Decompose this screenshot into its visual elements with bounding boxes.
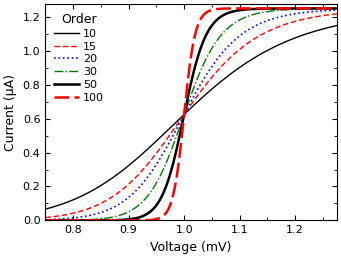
10 bbox=[233, 69, 237, 72]
50 bbox=[261, 7, 265, 10]
100 bbox=[233, 7, 237, 10]
Line: 20: 20 bbox=[45, 10, 337, 220]
15 bbox=[96, 203, 100, 206]
10 bbox=[218, 80, 222, 84]
Line: 100: 100 bbox=[45, 9, 337, 220]
30 bbox=[43, 219, 47, 222]
20 bbox=[218, 54, 222, 57]
20 bbox=[335, 9, 339, 12]
50 bbox=[218, 16, 222, 19]
100 bbox=[43, 219, 47, 222]
Line: 10: 10 bbox=[45, 26, 337, 209]
100 bbox=[283, 7, 287, 10]
10 bbox=[283, 41, 287, 44]
100 bbox=[335, 7, 339, 10]
30 bbox=[155, 181, 159, 184]
30 bbox=[233, 21, 237, 24]
15 bbox=[233, 52, 237, 55]
15 bbox=[155, 151, 159, 154]
15 bbox=[335, 12, 339, 15]
50 bbox=[96, 219, 100, 222]
50 bbox=[233, 10, 237, 13]
20 bbox=[261, 21, 265, 24]
30 bbox=[261, 11, 265, 14]
15 bbox=[283, 23, 287, 26]
20 bbox=[43, 218, 47, 221]
100 bbox=[96, 219, 100, 222]
20 bbox=[155, 162, 159, 165]
15 bbox=[43, 216, 47, 219]
50 bbox=[155, 203, 159, 206]
10 bbox=[43, 208, 47, 211]
20 bbox=[96, 212, 100, 215]
10 bbox=[155, 139, 159, 142]
50 bbox=[283, 7, 287, 10]
Line: 15: 15 bbox=[45, 14, 337, 217]
15 bbox=[218, 66, 222, 69]
Line: 30: 30 bbox=[45, 9, 337, 220]
50 bbox=[335, 7, 339, 10]
10 bbox=[335, 24, 339, 27]
100 bbox=[155, 217, 159, 221]
30 bbox=[283, 8, 287, 11]
10 bbox=[96, 186, 100, 189]
10 bbox=[261, 51, 265, 54]
20 bbox=[283, 14, 287, 17]
30 bbox=[218, 35, 222, 38]
50 bbox=[43, 219, 47, 222]
X-axis label: Voltage (mV): Voltage (mV) bbox=[150, 241, 232, 254]
Legend: 10, 15, 20, 30, 50, 100: 10, 15, 20, 30, 50, 100 bbox=[51, 10, 107, 106]
Line: 50: 50 bbox=[45, 9, 337, 220]
20 bbox=[233, 38, 237, 41]
100 bbox=[218, 7, 222, 10]
Y-axis label: Current (μA): Current (μA) bbox=[4, 74, 17, 151]
30 bbox=[335, 7, 339, 10]
100 bbox=[261, 7, 265, 10]
15 bbox=[261, 33, 265, 36]
30 bbox=[96, 217, 100, 221]
